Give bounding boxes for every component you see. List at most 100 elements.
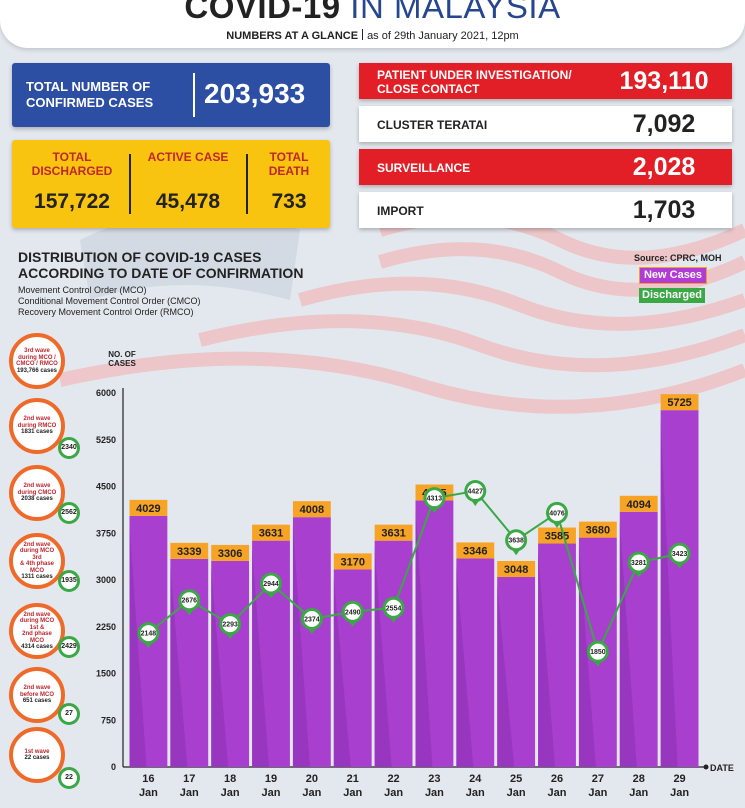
bar-shade <box>456 566 474 767</box>
x-tick-label: 24 <box>469 773 482 785</box>
category-row: CLUSTER TERATAI 7,092 <box>359 106 732 142</box>
x-tick-label: 28 <box>633 773 645 785</box>
wave-circle: 2nd wave during MCO 3rd & 4th phase MCO 131… <box>9 533 65 589</box>
x-tick-label: Jan <box>180 787 199 799</box>
x-tick-label: 27 <box>592 773 604 785</box>
bar-value-label: 4008 <box>300 504 324 516</box>
confirmed-value: 203,933 <box>204 78 306 109</box>
bar-value-label: 3339 <box>177 546 201 558</box>
y-tick-label: 0 <box>111 762 116 772</box>
death-label: TOTAL DEATH <box>268 150 310 178</box>
discharged-value-label: 2944 <box>263 581 279 588</box>
category-label: CLUSTER TERATAI <box>377 118 488 132</box>
source-text: Source: CPRC, MOH <box>634 253 722 263</box>
x-tick-label: Jan <box>343 787 362 799</box>
x-tick-label: 21 <box>347 773 359 785</box>
x-tick-label: Jan <box>221 787 240 799</box>
page-header: COVID-19 IN MALAYSIA NUMBERS AT A GLANCE… <box>0 0 745 48</box>
discharged-marker-inner <box>344 603 361 620</box>
subtitle-bold: NUMBERS AT A GLANCE <box>226 30 359 42</box>
bar-value-label: 3680 <box>586 525 610 537</box>
wave-discharged-badge: 2340 <box>58 437 80 459</box>
wave-label: 2nd wave <box>23 685 51 692</box>
discharged-marker-inner <box>385 599 402 616</box>
bar-shade <box>292 525 310 767</box>
wave-circle: 2nd wave during RMCO 1831 cases <box>9 398 65 454</box>
y-tick-label: 3750 <box>96 528 116 538</box>
discharged-marker-inner <box>671 545 688 562</box>
wave-discharged-badge: 2429 <box>58 636 80 658</box>
chart-title-line: DISTRIBUTION OF COVID-19 CASES <box>18 249 262 265</box>
bar-value-box <box>292 501 331 518</box>
bar-value-box <box>660 394 699 411</box>
discharged-marker-inner <box>508 532 525 549</box>
wave-label: during RMCO <box>17 422 57 429</box>
bar-value-box <box>170 542 209 559</box>
wave-circle: 2nd wave during MCO 1st & 2nd phase MCO 431… <box>9 603 65 659</box>
x-tick-label: Jan <box>262 787 281 799</box>
x-tick-label: 29 <box>673 773 685 785</box>
x-tick-label: Jan <box>670 787 689 799</box>
bar-value-box <box>538 527 576 544</box>
wave-label: 3rd wave <box>24 348 50 354</box>
x-axis-end-dot <box>703 764 709 770</box>
x-tick-label: Jan <box>425 787 444 799</box>
wave-case-count: 1831 cases <box>21 429 53 436</box>
bar-value-box <box>578 521 617 538</box>
category-row: SURVEILLANCE 2,028 <box>359 149 732 185</box>
title-light: IN MALAYSIA <box>350 0 561 25</box>
title-bold: COVID-19 <box>184 0 341 25</box>
legend-discharged: Discharged <box>639 288 705 303</box>
bar-shade <box>374 548 392 767</box>
discharged-value-label: 1850 <box>590 649 606 656</box>
wave-case-count: 193,766 cases <box>16 367 58 374</box>
discharged-value-label: 2554 <box>386 605 402 612</box>
wave-label: & 4th phase MCO <box>19 561 54 574</box>
bar-value-label: 3631 <box>259 528 283 540</box>
discharged-value: 157,722 <box>34 190 110 213</box>
discharged-marker-inner <box>263 575 279 592</box>
discharged-marker-inner <box>549 504 565 521</box>
discharged-marker-inner <box>589 643 606 660</box>
discharged-marker-inner <box>303 611 320 628</box>
bar-shade <box>129 523 147 767</box>
discharged-marker-inner <box>467 483 484 500</box>
y-tick-label: 6000 <box>96 388 116 398</box>
active-label: ACTIVE CASE <box>147 150 229 164</box>
discharged-value-label: 2293 <box>222 622 238 629</box>
wave-circle: 2nd wave before MCO 651 cases <box>9 667 65 723</box>
x-tick-label: Jan <box>548 787 567 799</box>
category-row: IMPORT 1,703 <box>359 192 732 228</box>
y-tick-label: 5250 <box>96 435 116 445</box>
x-tick-label: 17 <box>183 773 195 785</box>
wave-label: CMCO / RMCO <box>16 361 58 367</box>
bar-value-label: 4029 <box>136 503 160 515</box>
discharged-value-label: 3281 <box>631 560 647 567</box>
discharged-marker-inner <box>222 616 239 633</box>
wave-discharged-badge: 22 <box>58 767 80 789</box>
summary-stats-box: TOTAL DISCHARGED 157,722 ACTIVE CASE 45,… <box>12 140 330 228</box>
discharged-marker-inner <box>426 490 443 507</box>
bar-shade <box>538 551 556 767</box>
wave-label: 2nd wave <box>23 483 51 490</box>
y-axis-label: NO. OF <box>108 350 136 359</box>
bar-value-box <box>252 524 290 541</box>
x-tick-label: 22 <box>387 773 399 785</box>
bar-shade <box>619 519 637 767</box>
wave-discharged-badge: 27 <box>58 703 80 725</box>
discharged-value-label: 4076 <box>549 510 565 517</box>
wave-label: during MCO 3rd <box>19 548 55 561</box>
x-tick-label: 20 <box>306 773 318 785</box>
discharged-marker-inner <box>630 554 647 571</box>
wave-label: during MCO 1st & <box>19 618 55 631</box>
y-tick-label: 1500 <box>96 669 116 679</box>
bar-value-box <box>211 544 250 561</box>
x-tick-label: 16 <box>142 773 154 785</box>
bar-value-label: 3631 <box>381 528 405 540</box>
discharged-value-label: 2676 <box>181 598 197 605</box>
bar-value-label: 3048 <box>504 564 528 576</box>
bar-value-box <box>619 495 658 512</box>
discharged-value-label: 3423 <box>672 551 688 558</box>
bar-value-box <box>333 553 372 570</box>
